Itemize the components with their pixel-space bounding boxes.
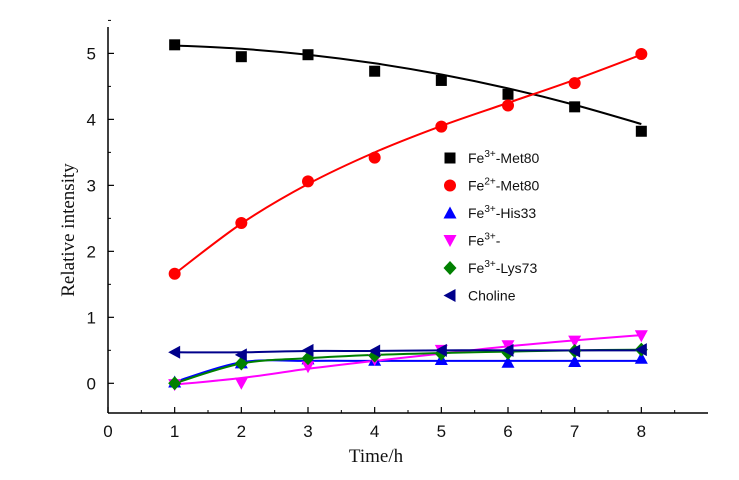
legend-marker-3	[443, 235, 457, 247]
legend-label-5: Choline	[468, 288, 516, 304]
data-point-s3-7	[634, 330, 648, 343]
data-point-s0-3	[369, 65, 381, 77]
y-tick-label: 3	[87, 176, 96, 195]
y-tick-label: 1	[87, 308, 96, 327]
data-points	[168, 39, 648, 392]
legend-marker-2	[443, 206, 457, 219]
x-tick-label: 1	[170, 422, 179, 441]
data-point-s3-6	[568, 335, 582, 348]
legend-label-2: Fe3+-His33	[468, 204, 536, 221]
x-tick-label: 4	[370, 422, 379, 441]
legend-label-1: Fe2+-Met80	[468, 177, 540, 194]
data-point-s3-1	[234, 377, 248, 390]
y-axis-title: Relative intensity	[58, 163, 79, 297]
data-point-s0-6	[569, 101, 581, 113]
data-point-s1-6	[568, 77, 581, 90]
data-point-s2-7	[634, 351, 648, 364]
x-tick-label: 6	[503, 422, 512, 441]
x-tick-label: 3	[303, 422, 312, 441]
legend-marker-0	[444, 152, 456, 164]
data-point-s1-0	[168, 267, 181, 280]
data-point-s5-5	[501, 343, 514, 357]
data-point-s5-7	[634, 343, 647, 357]
fit-curve-0	[174, 44, 642, 125]
data-point-s0-1	[235, 51, 247, 63]
y-tick-label: 5	[87, 44, 96, 63]
data-point-s5-2	[301, 343, 314, 357]
fit-curve-5	[174, 349, 642, 354]
legend-label-0: Fe3+-Met80	[468, 149, 540, 166]
fit-curve-2	[174, 359, 642, 383]
data-point-s0-4	[435, 74, 447, 86]
data-point-s5-0	[168, 345, 181, 359]
data-point-s5-1	[234, 348, 247, 362]
data-point-s1-4	[435, 120, 448, 133]
x-tick-label: 2	[237, 422, 246, 441]
fit-curve-3	[174, 334, 642, 386]
data-point-s0-7	[635, 125, 647, 137]
data-point-s1-2	[302, 175, 314, 188]
data-point-s0-0	[169, 39, 181, 51]
data-point-s2-6	[568, 355, 582, 368]
x-tick-label: 8	[637, 422, 646, 441]
legend-marker-4	[443, 261, 457, 275]
axes: 0 1 2 3 4 5 6 7 8 0 1 2 3 4 5	[87, 19, 708, 441]
x-tick-label: 7	[570, 422, 579, 441]
data-point-s2-5	[501, 355, 515, 368]
data-point-s4-0	[168, 376, 182, 391]
y-tick-label: 0	[87, 374, 96, 393]
x-tick-label: 5	[437, 422, 446, 441]
y-tick-label: 4	[87, 110, 96, 129]
legend: Fe3+-Met80 Fe2+-Met80 Fe3+-His33 Fe3+- Fe3+-…	[443, 149, 540, 304]
legend-label-4: Fe3+-Lys73	[468, 259, 537, 276]
fit-curves	[174, 44, 642, 386]
data-point-s0-2	[302, 49, 314, 61]
data-point-s1-3	[368, 151, 381, 164]
x-tick-label: 0	[103, 422, 112, 441]
legend-marker-1	[444, 179, 456, 192]
data-point-s3-2	[301, 361, 315, 374]
data-point-s5-6	[568, 344, 581, 358]
data-point-s1-5	[502, 99, 514, 112]
y-tick-label: 2	[87, 242, 96, 261]
data-point-s0-5	[502, 88, 514, 100]
x-axis-title: Time/h	[349, 446, 404, 467]
legend-label-3: Fe3+-	[468, 232, 501, 249]
data-point-s5-4	[434, 343, 447, 357]
data-point-s1-7	[635, 48, 648, 61]
data-point-s5-3	[368, 344, 381, 358]
legend-marker-5	[443, 289, 456, 302]
data-point-s1-1	[235, 216, 248, 229]
